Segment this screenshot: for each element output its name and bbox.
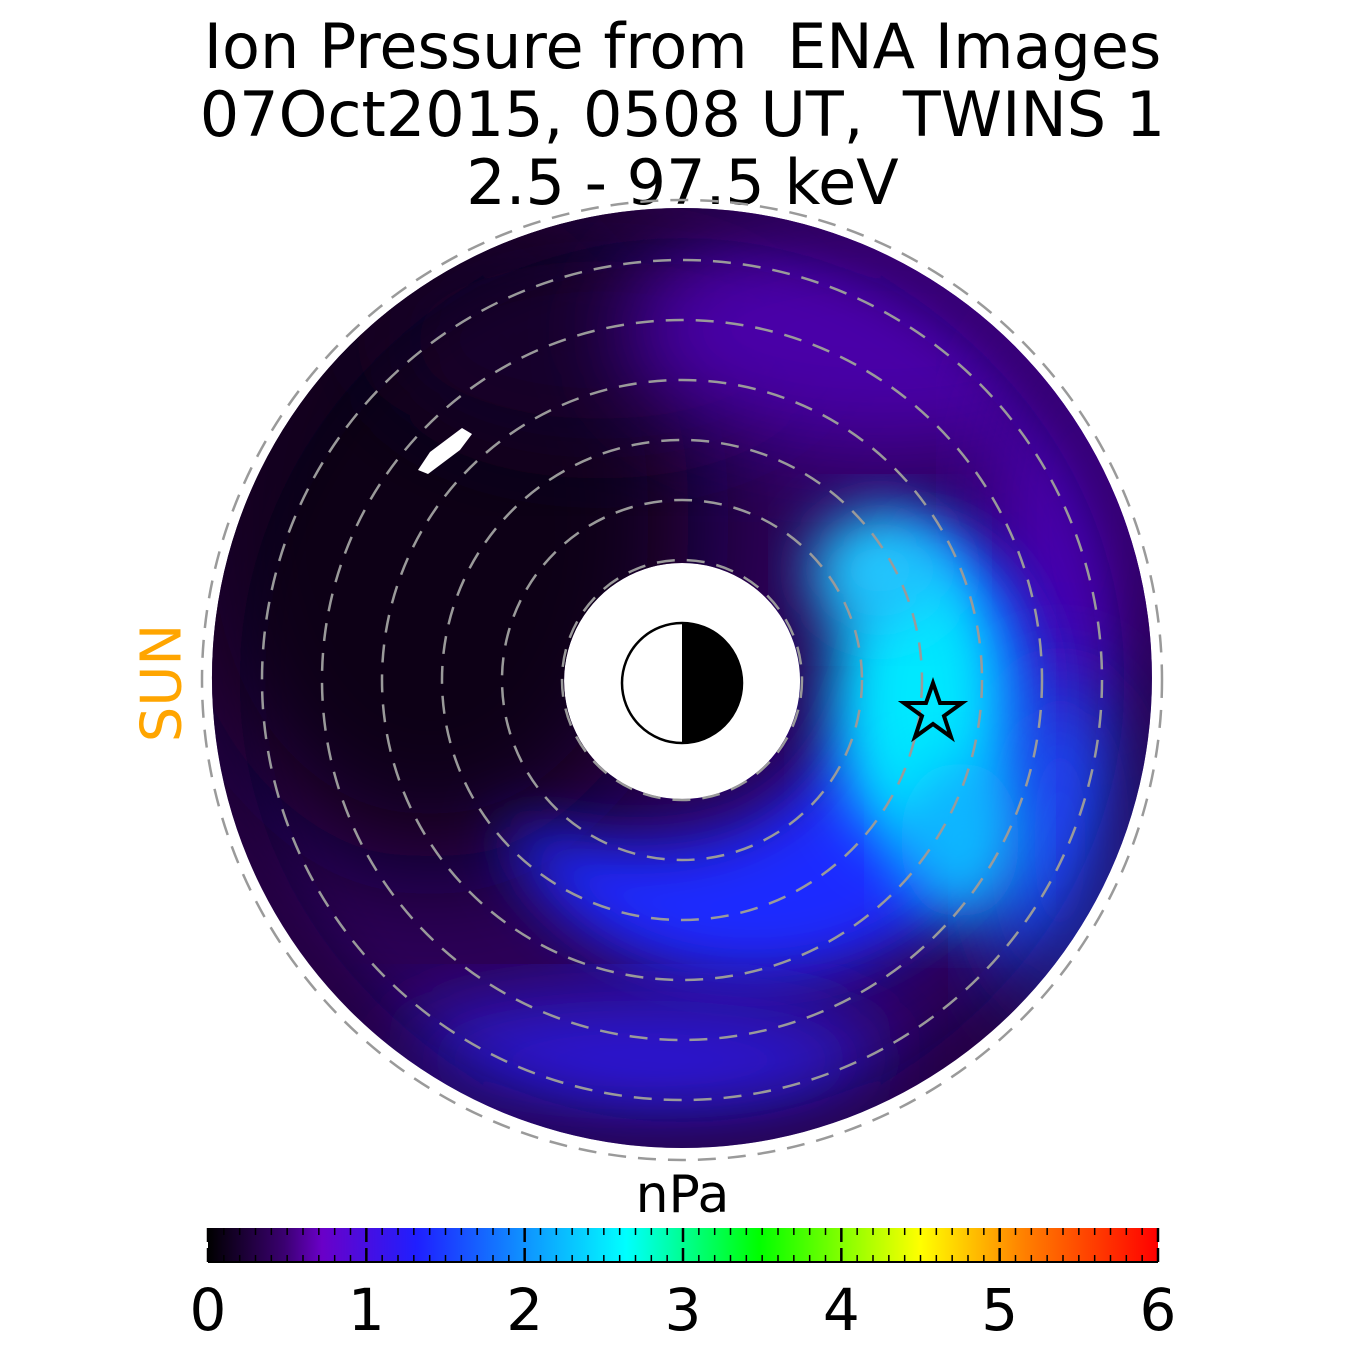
colorbar-tick-label: 1 bbox=[347, 1276, 385, 1344]
earth-icon bbox=[620, 621, 744, 745]
colorbar-tick-label: 3 bbox=[664, 1276, 702, 1344]
colorbar-unit: nPa bbox=[635, 1165, 730, 1225]
colorbar-tick-label: 5 bbox=[981, 1276, 1019, 1344]
chart-title-line-3: 2.5 - 97.5 keV bbox=[466, 146, 899, 219]
colorbar-tick-label: 0 bbox=[189, 1276, 227, 1344]
data-gap bbox=[418, 428, 472, 474]
dashed-grid-rings bbox=[200, 198, 1164, 1162]
chart-title-line-2: 07Oct2015, 0508 UT, TWINS 1 bbox=[199, 78, 1166, 151]
chart-title-line-1: Ion Pressure from ENA Images bbox=[203, 10, 1162, 83]
colorbar-tick-label: 4 bbox=[822, 1276, 860, 1344]
colorbar-tick-label: 6 bbox=[1139, 1276, 1177, 1344]
sun-direction-label: SUN bbox=[129, 623, 195, 743]
colorbar-ticks bbox=[206, 1228, 1160, 1263]
colorbar-tick-label: 2 bbox=[506, 1276, 544, 1344]
peak-star-icon bbox=[897, 676, 969, 743]
